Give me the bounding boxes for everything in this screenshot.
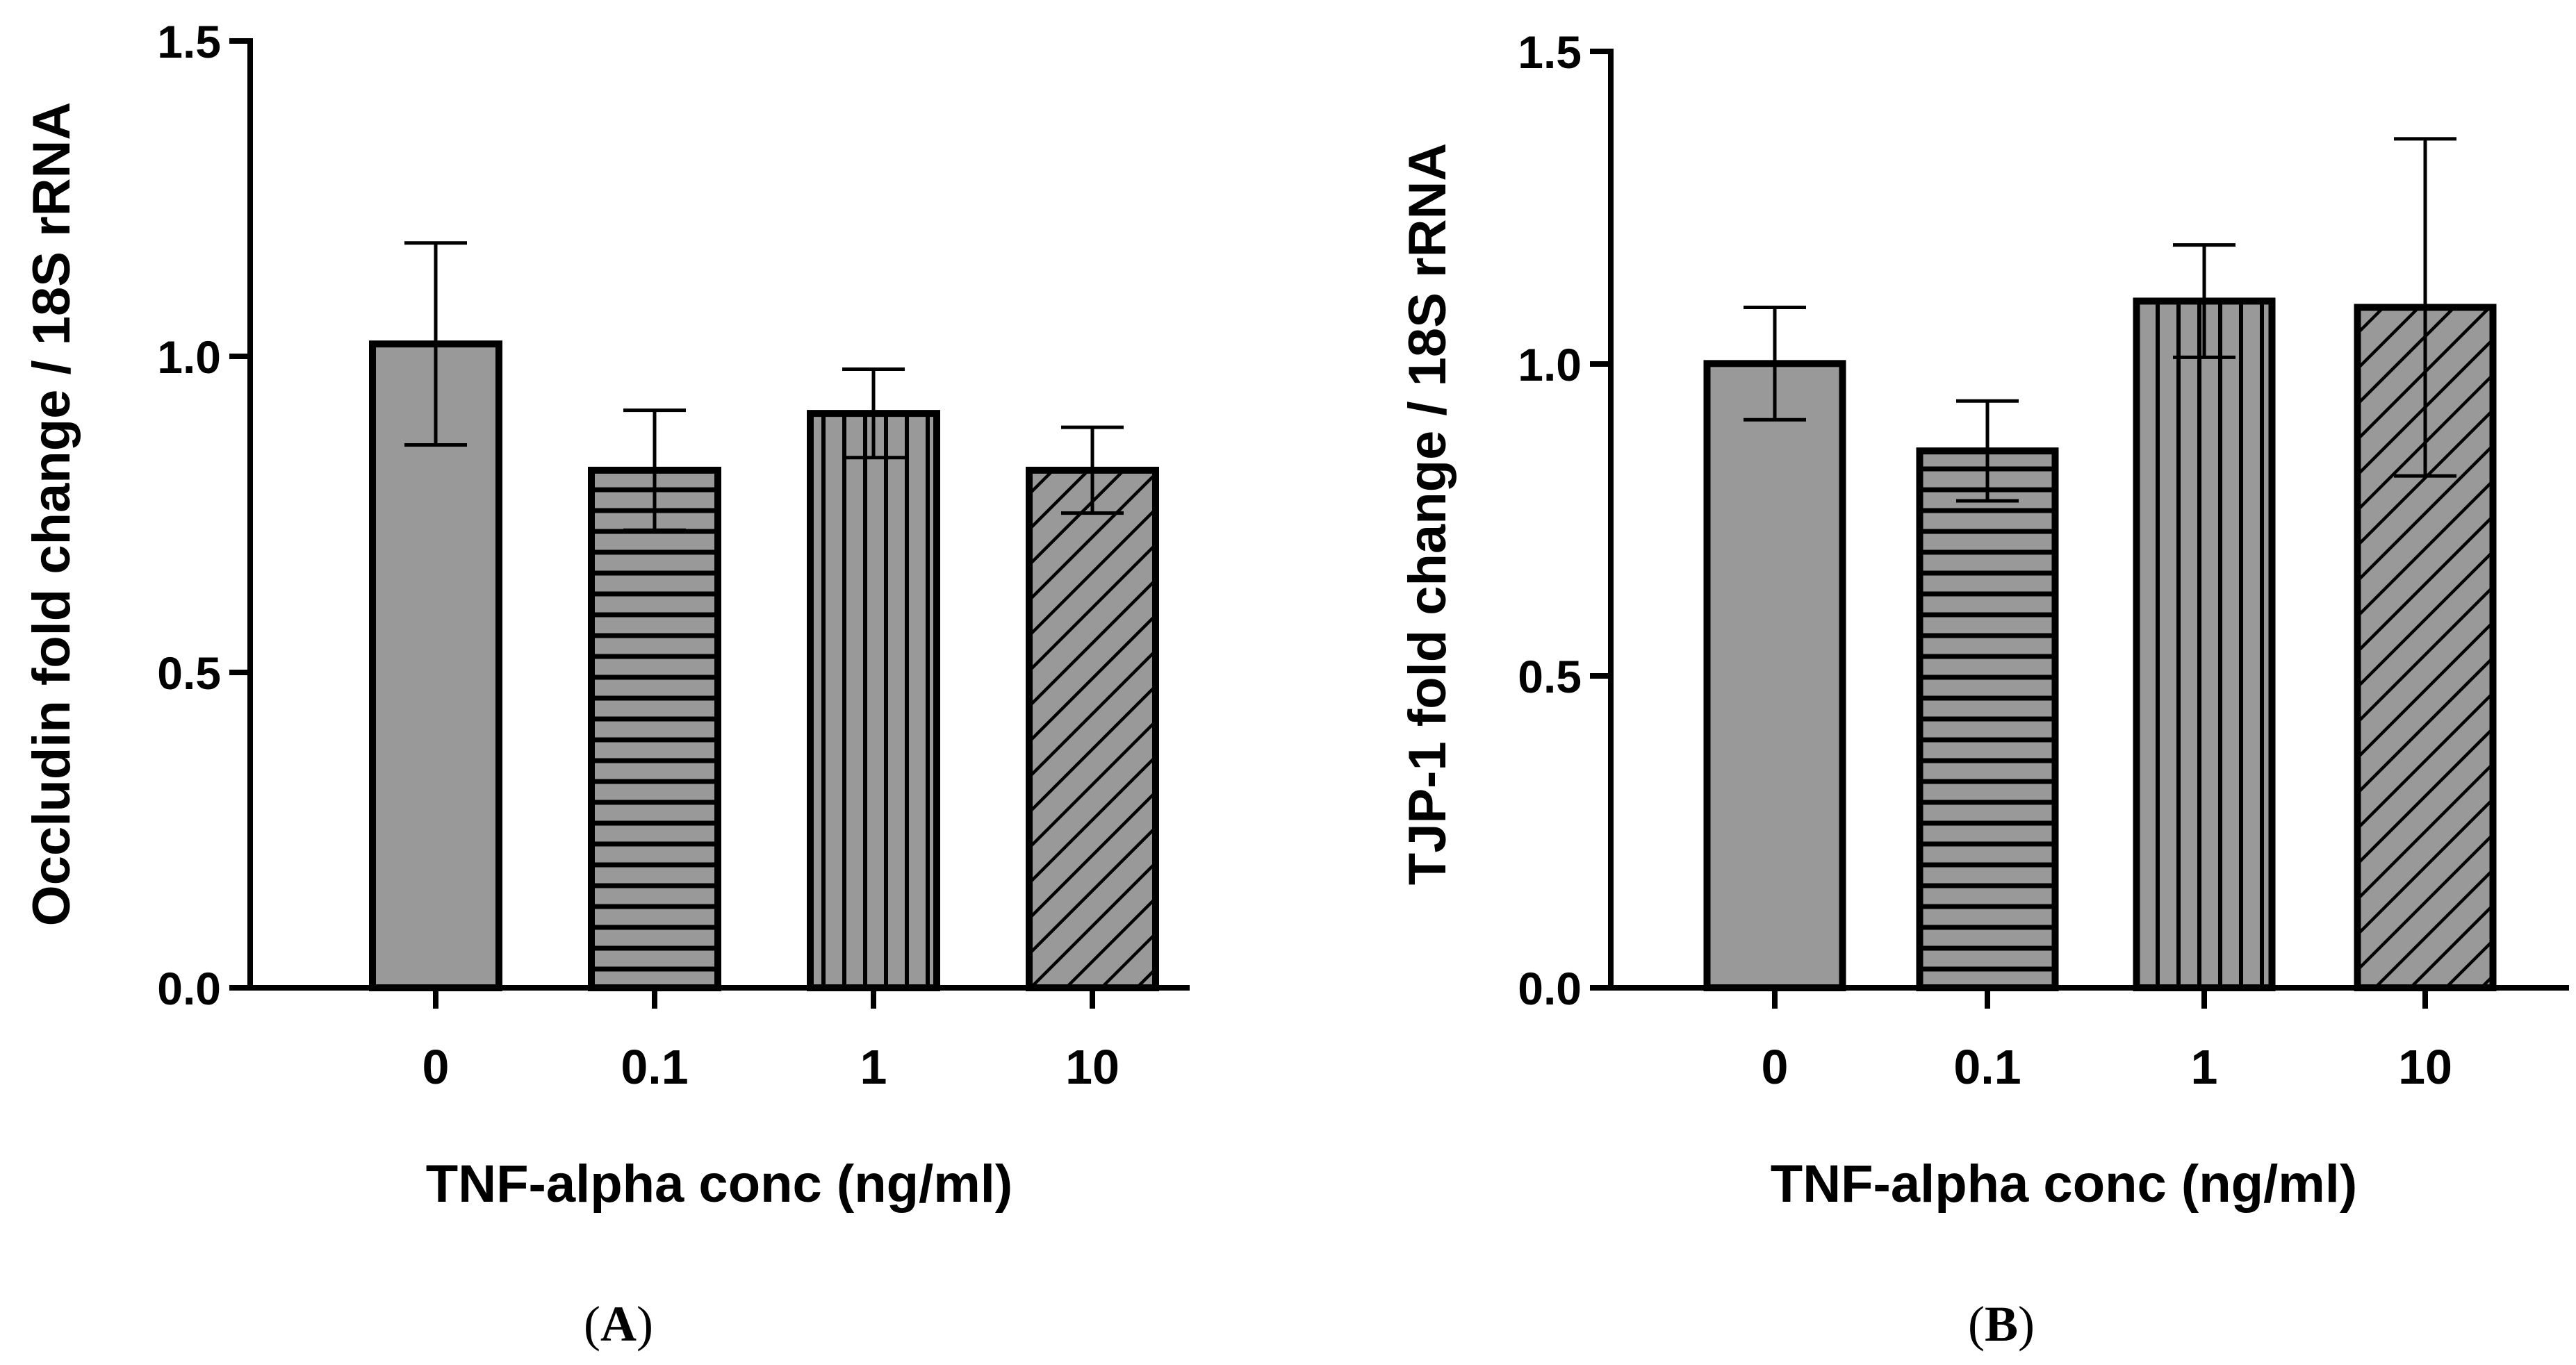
error-bar-0.1 <box>623 408 686 532</box>
error-bar-10 <box>2394 137 2456 478</box>
x-axis-title: TNF-alpha conc (ng/ml) <box>426 1155 1012 1214</box>
bar-series <box>369 241 1159 992</box>
y-axis-title: Occludin fold change / 18S rRNA <box>22 102 81 927</box>
y-tick-label: 0.5 <box>157 647 221 699</box>
error-bar-0 <box>404 241 467 447</box>
error-bar-1 <box>2173 243 2235 359</box>
x-ticks: 0 0.1 1 10 <box>1762 988 2452 1094</box>
chart-panel-b: 0.0 0.5 1.0 1.5 0 0.1 1 10 TNF-alpha con… <box>1398 26 2569 1352</box>
y-axis-title: TJP-1 fold change / 18S rRNA <box>1398 143 1457 885</box>
bar-10 <box>1026 466 1159 991</box>
x-tick-label: 1 <box>860 1040 887 1094</box>
error-bar-1 <box>842 367 905 460</box>
x-tick-label: 10 <box>2398 1040 2452 1094</box>
x-ticks: 0 0.1 1 10 <box>423 988 1119 1094</box>
bar-1 <box>2133 297 2276 991</box>
y-tick-label: 1.5 <box>157 16 221 67</box>
x-tick-label: 0.1 <box>1953 1040 2021 1094</box>
x-tick-label: 0 <box>423 1040 450 1094</box>
y-tick-label: 0.5 <box>1518 651 1582 702</box>
y-axis: 0.0 0.5 1.0 1.5 <box>157 16 253 1014</box>
y-tick-label: 1.0 <box>1518 339 1582 390</box>
bar-1 <box>807 410 940 991</box>
y-tick-label: 0.0 <box>1518 963 1582 1014</box>
error-bar-10 <box>1061 425 1124 515</box>
bar-series <box>1703 137 2497 992</box>
x-tick-label: 1 <box>2191 1040 2218 1094</box>
x-axis-title: TNF-alpha conc (ng/ml) <box>1771 1155 2357 1214</box>
y-tick-label: 1.5 <box>1518 26 1582 78</box>
chart-panel-a: 0.0 0.5 1.0 1.5 0 0.1 1 10 TNF-alpha con… <box>22 16 1190 1352</box>
x-tick-label: 0.1 <box>621 1040 688 1094</box>
x-tick-label: 0 <box>1762 1040 1789 1094</box>
bar-0.1 <box>588 466 721 991</box>
error-bar-0 <box>1744 305 1806 422</box>
bar-0 <box>1703 360 1846 991</box>
error-bar-0.1 <box>1956 399 2019 503</box>
y-tick-label: 0.0 <box>157 963 221 1014</box>
bar-0.1 <box>1916 447 2059 991</box>
panel-label-b: (B) <box>1968 1296 2035 1352</box>
y-tick-label: 1.0 <box>157 331 221 383</box>
y-axis: 0.0 0.5 1.0 1.5 <box>1518 26 1614 1014</box>
panel-label-a: (A) <box>584 1296 653 1352</box>
x-tick-label: 10 <box>1065 1040 1119 1094</box>
